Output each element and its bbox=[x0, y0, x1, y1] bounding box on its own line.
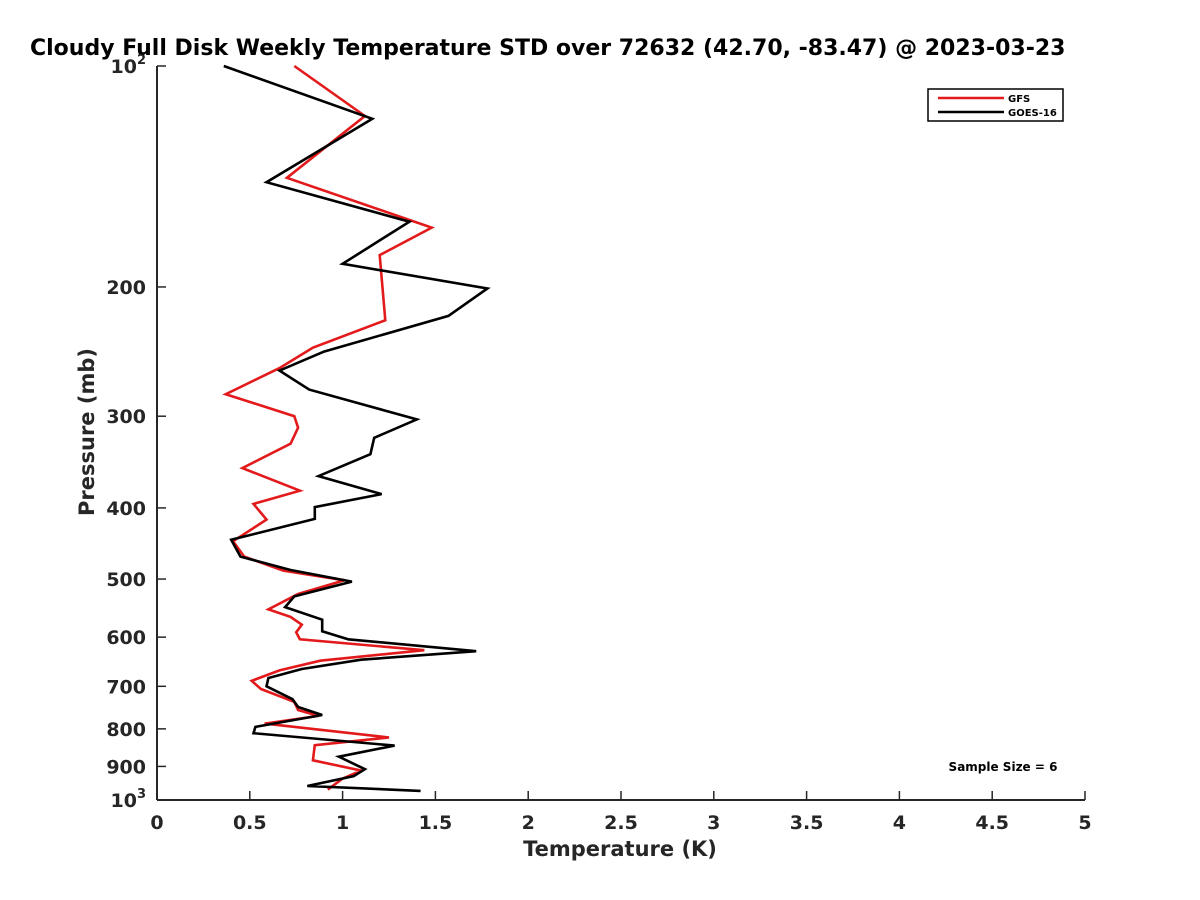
x-tick-label: 5 bbox=[1078, 812, 1091, 834]
axes-layer: 0 0.5 1 1.5 2 2.5 3 3.5 4 4.5 5 102 200 300 400 500 600 7… bbox=[106, 53, 1091, 834]
chart-title: Cloudy Full Disk Weekly Temperature STD … bbox=[30, 36, 1065, 61]
y-tick-label: 600 bbox=[106, 627, 146, 649]
sample-size-annotation: Sample Size = 6 bbox=[949, 760, 1058, 774]
x-tick-label: 4 bbox=[893, 812, 906, 834]
series-line-gfs bbox=[222, 64, 435, 791]
y-tick-label: 500 bbox=[106, 569, 146, 591]
y-tick-label: 700 bbox=[106, 676, 146, 698]
x-tick-label: 1 bbox=[336, 812, 349, 834]
y-tick-label: 300 bbox=[106, 406, 146, 428]
x-axis-label: Temperature (K) bbox=[523, 837, 717, 861]
series-layer bbox=[222, 64, 491, 793]
y-tick-label: 400 bbox=[106, 498, 146, 520]
legend-label-goes-16: GOES-16 bbox=[1008, 108, 1057, 119]
x-tick-label: 0 bbox=[150, 812, 163, 834]
y-tick-label: 103 bbox=[111, 787, 147, 812]
legend: GFS GOES-16 bbox=[927, 88, 1064, 122]
legend-label-gfs: GFS bbox=[1008, 94, 1030, 105]
x-tick-label: 3 bbox=[707, 812, 720, 834]
y-tick-label: 200 bbox=[106, 277, 146, 299]
legend-box bbox=[927, 88, 1064, 122]
x-tick-label: 3.5 bbox=[790, 812, 824, 834]
x-tick-label: 2 bbox=[522, 812, 535, 834]
series-line-goes-16 bbox=[223, 64, 491, 793]
y-tick-label: 900 bbox=[106, 756, 146, 778]
x-tick-label: 1.5 bbox=[419, 812, 453, 834]
y-axis-label: Pressure (mb) bbox=[75, 348, 99, 516]
x-tick-label: 0.5 bbox=[233, 812, 267, 834]
x-tick-label: 2.5 bbox=[604, 812, 638, 834]
x-tick-label: 4.5 bbox=[975, 812, 1009, 834]
y-tick-label: 102 bbox=[111, 53, 147, 78]
y-tick-label: 800 bbox=[106, 719, 146, 741]
